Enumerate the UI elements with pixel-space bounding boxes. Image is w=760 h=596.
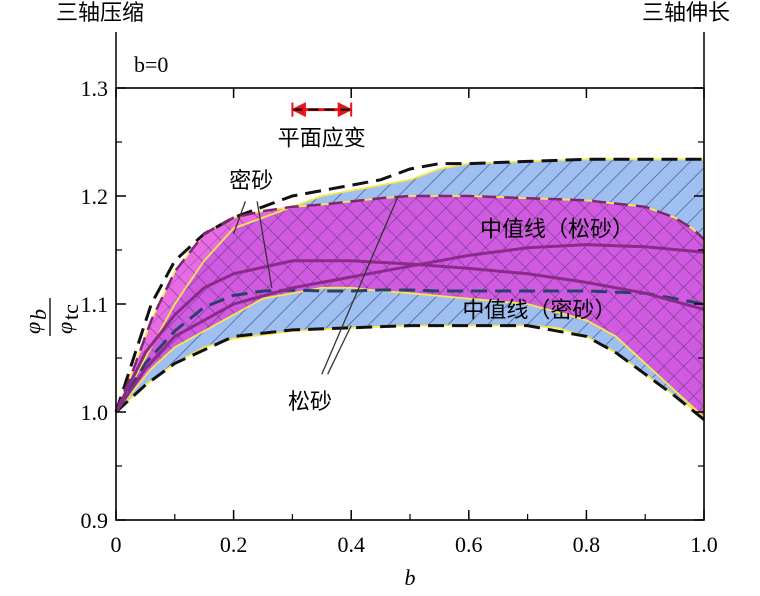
y-label-denominator: φ — [52, 322, 77, 334]
b-zero-label: b=0 — [134, 52, 168, 77]
inner-envelope-dashed — [114, 324, 705, 421]
medians-layer — [114, 157, 705, 421]
y-tick-label: 1.2 — [81, 184, 109, 209]
y-label-numerator-sub: b — [26, 309, 51, 320]
median-loose-label: 中值线（松砂） — [480, 217, 634, 242]
plane-strain-label: 平面应变 — [278, 127, 366, 152]
outer-envelope-dashed — [114, 157, 704, 413]
x-tick-label: 0.8 — [573, 532, 601, 557]
dense-leader-1 — [232, 201, 246, 235]
dense-band-crosshatch — [116, 196, 704, 418]
y-axis-label: φ b φ tc — [20, 298, 83, 336]
x-tick-label: 1.0 — [690, 532, 718, 557]
top-right-label: 三轴伸长 — [642, 1, 730, 26]
x-tick-label: 0.6 — [455, 532, 483, 557]
y-tick-label: 1.1 — [81, 292, 109, 317]
x-tick-label: 0.2 — [220, 532, 248, 557]
dense-leader-2 — [256, 201, 273, 288]
loose-inner-dashed — [114, 288, 705, 413]
y-label-denominator-sub: tc — [58, 304, 83, 320]
dense-label: 密砂 — [229, 169, 273, 194]
loose-leader-2 — [327, 325, 352, 375]
x-tick-label: 0 — [111, 532, 122, 557]
median-dense-label: 中值线（密砂） — [462, 298, 616, 323]
median-loose-line — [114, 243, 705, 413]
y-tick-label: 1.0 — [81, 400, 109, 425]
dense-upper-dashed — [114, 194, 705, 413]
loose-label: 松砂 — [288, 390, 332, 415]
loose-leader-1 — [321, 195, 399, 375]
bands-layer — [115, 158, 705, 420]
y-tick-label: 1.3 — [81, 76, 109, 101]
x-axis-label: b — [405, 565, 416, 590]
y-label-numerator: φ — [20, 322, 45, 334]
top-left-label: 三轴压缩 — [56, 1, 144, 26]
y-ticks: 0.9 1.0 1.1 1.2 1.3 — [81, 76, 704, 533]
y-tick-label: 0.9 — [81, 508, 109, 533]
median-dense-line — [114, 259, 705, 413]
x-ticks: 0 0.2 0.4 0.6 0.8 1.0 — [111, 88, 718, 557]
x-tick-label: 0.4 — [337, 532, 365, 557]
